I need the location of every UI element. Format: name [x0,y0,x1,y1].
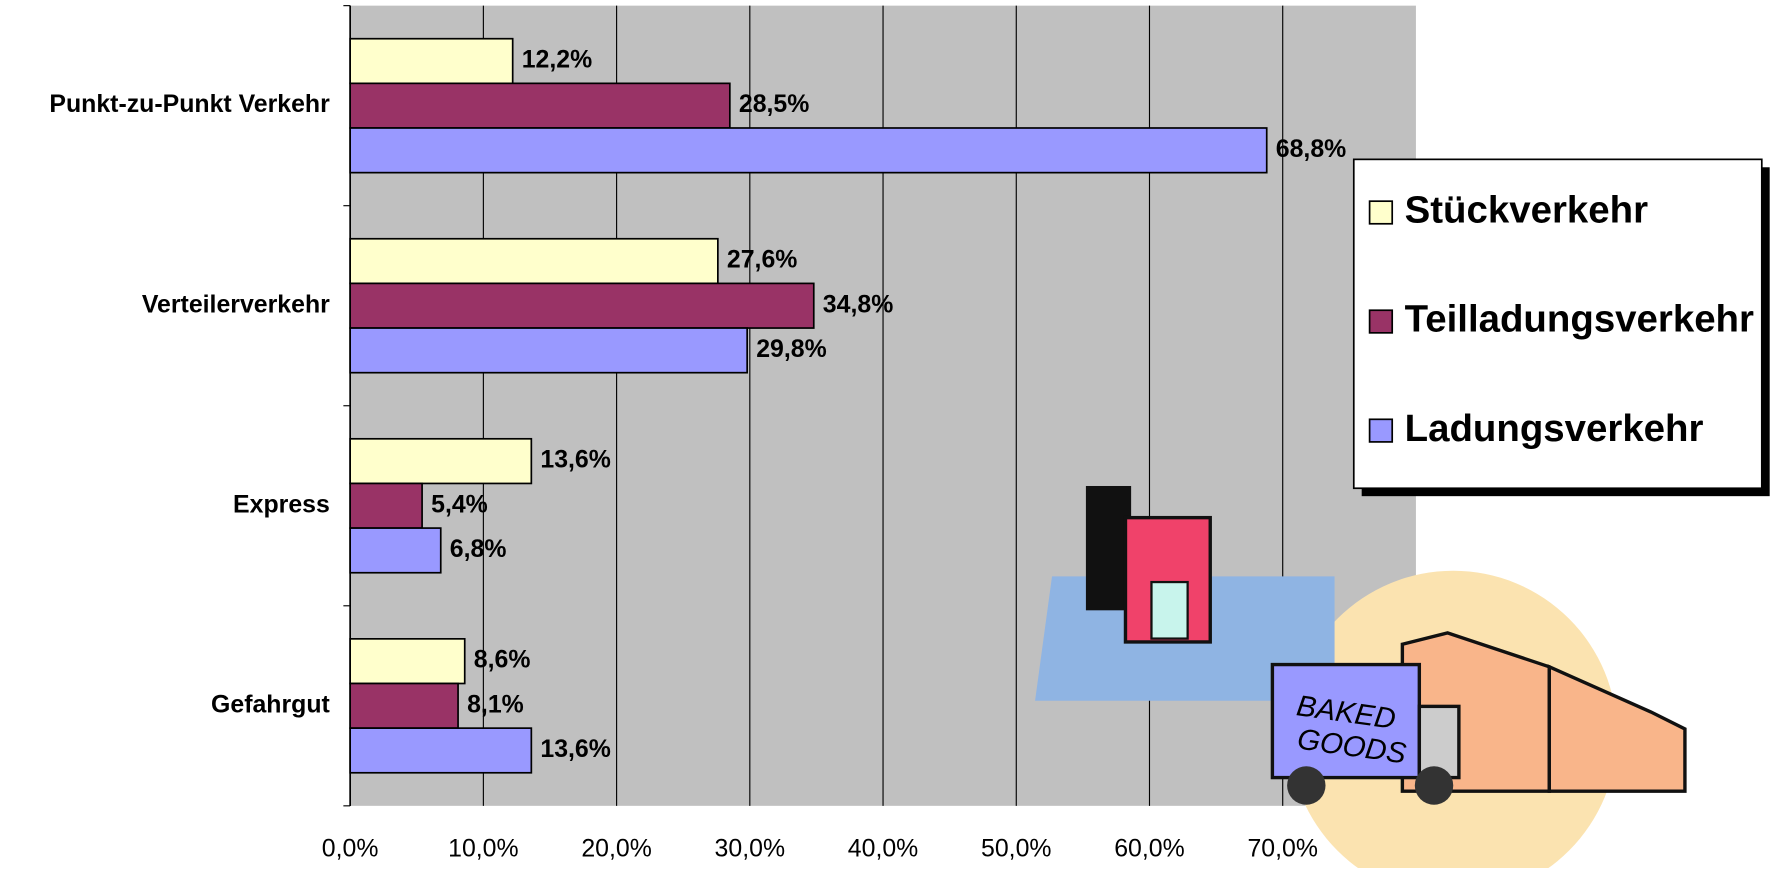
category-label: Express [233,490,330,518]
x-tick-label: 40,0% [848,834,919,862]
x-tick-label: 30,0% [715,834,786,862]
clip-art-truck-cab [1085,485,1132,611]
legend-label: Teilladungsverkehr [1405,298,1754,341]
bar [349,482,423,529]
x-tick-label: 0,0% [322,834,379,862]
category-label: Gefahrgut [211,690,330,718]
value-label: 8,6% [474,646,531,674]
legend-box [1352,158,1763,490]
bar [349,37,514,85]
value-label: 28,5% [739,90,810,118]
legend-swatch [1368,200,1394,225]
clip-art-wheel [1287,766,1326,805]
legend-label: Stückverkehr [1405,189,1648,232]
category-label: Verteilerverkehr [142,290,330,318]
bar [349,327,749,374]
x-tick-label: 10,0% [448,834,518,862]
clip-art-van [1270,662,1422,780]
value-label: 12,2% [522,46,593,74]
value-label: 34,8% [823,290,894,318]
x-tick-label: 70,0% [1247,834,1318,862]
bar [349,127,1268,174]
category-label: Punkt-zu-Punkt Verkehr [49,90,330,118]
value-label: 5,4% [431,490,488,518]
legend-label: Ladungsverkehr [1405,407,1704,450]
clip-art-building-wing [1547,664,1687,793]
x-tick-label: 50,0% [981,834,1052,862]
value-label: 13,6% [540,446,611,474]
bar [349,638,466,685]
legend-swatch [1368,309,1394,334]
value-label: 29,8% [756,335,827,363]
value-label: 13,6% [540,735,611,763]
bar [349,82,731,129]
bar [349,682,459,729]
bar [349,437,533,485]
value-label: 6,8% [450,535,507,563]
bar [349,727,533,774]
clip-art-wheel [1414,766,1454,805]
value-label: 27,6% [727,246,798,274]
clip-art: BAKED GOODS [1035,485,1687,873]
value-label: 8,1% [467,690,524,718]
clip-art-van-cab [1417,704,1461,780]
bar [349,282,815,329]
legend-swatch [1368,418,1394,443]
bar [349,237,719,285]
bar [349,527,442,574]
value-label: 68,8% [1276,135,1347,163]
clip-art-truck-grille [1150,580,1189,640]
x-tick-label: 60,0% [1114,834,1184,862]
x-tick-label: 20,0% [581,834,651,862]
